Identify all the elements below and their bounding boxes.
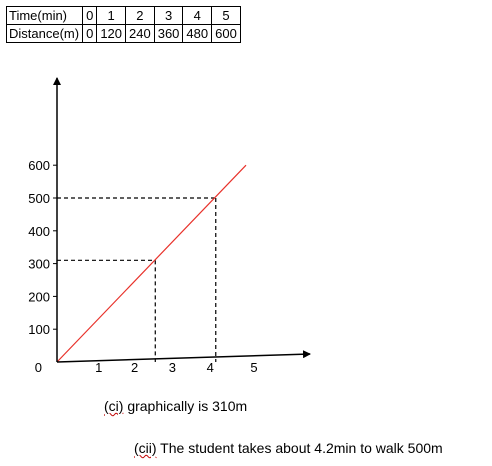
y-tick-label: 300 <box>28 257 50 272</box>
data-table: Time(min) 0 1 2 3 4 5 Distance(m) 0 120 … <box>5 6 241 43</box>
answer-ci-label: (ci) <box>104 398 124 414</box>
x-tick-label: 2 <box>131 360 138 375</box>
distance-cell: 120 <box>96 24 127 43</box>
distance-cell: 0 <box>82 24 98 43</box>
answer-ci-text: graphically is 310m <box>123 398 248 414</box>
y-tick-label: 600 <box>28 158 50 173</box>
answer-cii-text: The student takes about 4.2min to walk 5… <box>156 440 443 456</box>
x-tick-label: 3 <box>169 360 176 375</box>
answer-cii-label: (cii) <box>134 440 157 456</box>
y-tick-label: 400 <box>28 224 50 239</box>
table-row-distance: Distance(m) 0 120 240 360 480 600 <box>5 24 241 43</box>
y-tick-label: 500 <box>28 191 50 206</box>
x-axis <box>56 350 311 363</box>
y-tick-label: 0 <box>35 360 42 375</box>
answer-cii: (cii) The student takes about 4.2min to … <box>134 440 443 456</box>
x-tick-label: 1 <box>95 360 102 375</box>
x-tick-label: 4 <box>207 360 214 375</box>
y-tick-label: 100 <box>28 322 50 337</box>
distance-cell: 480 <box>182 24 213 43</box>
distance-cell: 360 <box>153 24 184 43</box>
series-line <box>56 164 247 363</box>
y-tick-label: 200 <box>28 289 50 304</box>
table-row-time: Time(min) 0 1 2 3 4 5 <box>5 6 241 25</box>
row-label-distance: Distance(m) <box>5 24 84 43</box>
x-tick-label: 5 <box>250 360 257 375</box>
distance-cell: 600 <box>211 24 241 43</box>
answer-ci: (ci) graphically is 310m <box>104 398 247 414</box>
